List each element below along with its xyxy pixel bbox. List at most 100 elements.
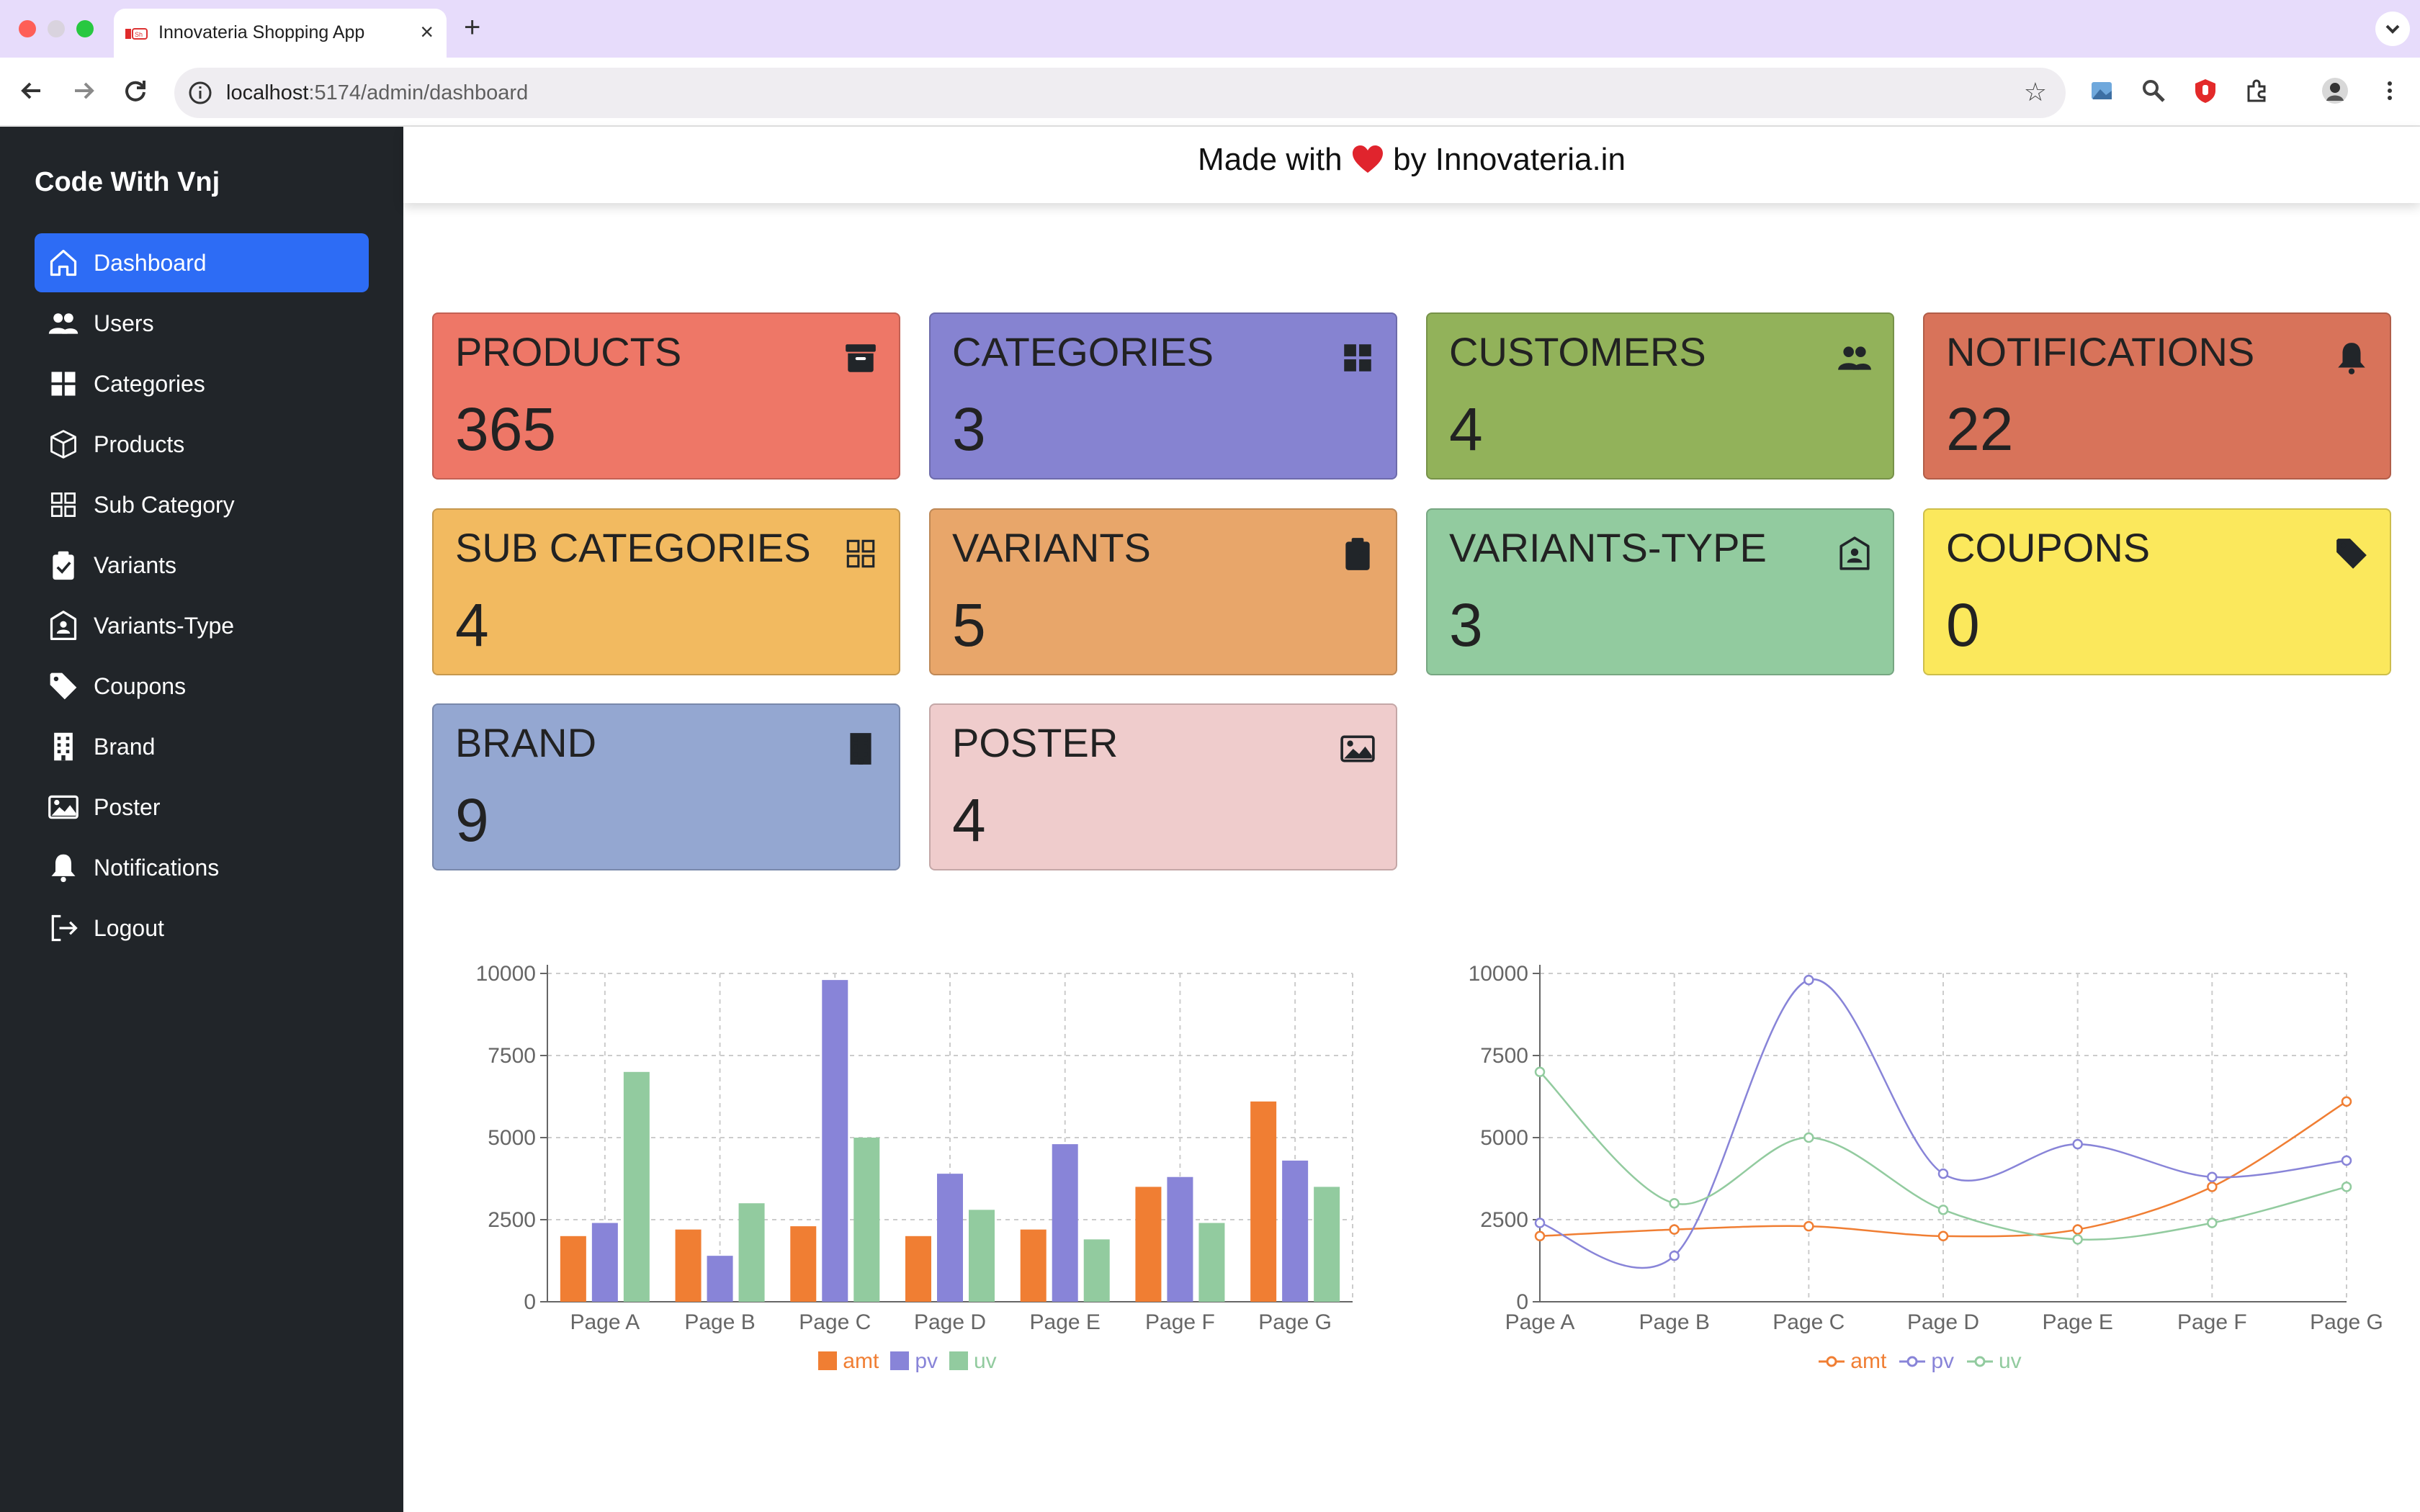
card-sub-categories[interactable]: SUB CATEGORIES 4 — [432, 508, 900, 675]
x-tick-label: Page F — [2177, 1310, 2247, 1334]
window-close-button[interactable] — [19, 20, 36, 37]
bar-uv-1[interactable] — [738, 1203, 765, 1302]
point-amt-3[interactable] — [1937, 1230, 1949, 1242]
sidebar-item-variants[interactable]: Variants — [35, 536, 369, 595]
sidebar-item-brand[interactable]: Brand — [35, 717, 369, 776]
bar-amt-5[interactable] — [1135, 1187, 1162, 1302]
made-with-text: Made with by Innovateria.in — [1198, 142, 1626, 177]
point-pv-3[interactable] — [1937, 1168, 1949, 1179]
card-notifications[interactable]: NOTIFICATIONS 22 — [1923, 312, 2391, 480]
sidebar-item-poster[interactable]: Poster — [35, 778, 369, 837]
address-bar[interactable]: localhost:5174/admin/dashboard ☆ — [174, 68, 2066, 118]
point-pv-1[interactable] — [1669, 1250, 1680, 1261]
point-pv-4[interactable] — [2072, 1138, 2083, 1150]
card-variants[interactable]: VARIANTS 5 — [929, 508, 1397, 675]
bar-pv-5[interactable] — [1167, 1176, 1193, 1302]
bar-uv-2[interactable] — [853, 1138, 880, 1302]
sidebar-item-users[interactable]: Users — [35, 294, 369, 353]
point-uv-2[interactable] — [1803, 1132, 1814, 1143]
point-amt-5[interactable] — [2207, 1182, 2218, 1192]
point-uv-1[interactable] — [1669, 1197, 1680, 1209]
bar-amt-3[interactable] — [905, 1236, 931, 1302]
legend-item-uv[interactable]: uv — [1966, 1349, 2022, 1374]
site-info-icon[interactable] — [187, 80, 213, 106]
extension-photo-icon[interactable] — [2087, 76, 2116, 105]
bar-amt-0[interactable] — [560, 1236, 586, 1302]
sidebar-item-logout[interactable]: Logout — [35, 899, 369, 958]
point-uv-4[interactable] — [2072, 1234, 2083, 1245]
bar-pv-1[interactable] — [707, 1256, 733, 1302]
window-zoom-button[interactable] — [76, 20, 94, 37]
x-tick-label: Page G — [2310, 1310, 2383, 1334]
sidebar-item-sub-category[interactable]: Sub Category — [35, 475, 369, 534]
card-title: SUB CATEGORIES — [455, 525, 811, 570]
bar-pv-0[interactable] — [591, 1223, 618, 1302]
card-categories[interactable]: CATEGORIES 3 — [929, 312, 1397, 480]
bar-pv-3[interactable] — [937, 1174, 963, 1302]
legend-item-amt[interactable]: amt — [1817, 1349, 1886, 1374]
bar-uv-3[interactable] — [969, 1210, 995, 1302]
point-uv-5[interactable] — [2207, 1218, 2218, 1228]
favicon-icon: Sh — [125, 28, 148, 40]
bar-amt-2[interactable] — [790, 1226, 817, 1302]
profile-avatar-icon[interactable] — [2321, 76, 2349, 105]
bar-amt-6[interactable] — [1250, 1101, 1277, 1302]
point-amt-2[interactable] — [1803, 1220, 1814, 1232]
legend-item-pv[interactable]: pv — [890, 1349, 938, 1374]
reload-icon[interactable] — [118, 73, 153, 108]
card-brand[interactable]: BRAND 9 — [432, 703, 900, 870]
extension-magnifier-icon[interactable] — [2139, 76, 2168, 105]
sidebar-item-categories[interactable]: Categories — [35, 354, 369, 413]
sidebar-item-products[interactable]: Products — [35, 415, 369, 474]
point-uv-6[interactable] — [2341, 1182, 2352, 1192]
point-amt-4[interactable] — [2072, 1224, 2083, 1235]
point-uv-0[interactable] — [1534, 1066, 1546, 1078]
forward-arrow-icon[interactable] — [66, 73, 101, 108]
legend-line-symbol — [1899, 1356, 1926, 1367]
bar-uv-0[interactable] — [623, 1071, 650, 1302]
sidebar-item-notifications[interactable]: Notifications — [35, 838, 369, 897]
card-poster[interactable]: POSTER 4 — [929, 703, 1397, 870]
legend-line-symbol — [1819, 1356, 1845, 1367]
bar-pv-4[interactable] — [1052, 1144, 1078, 1302]
grid-outline-icon — [843, 536, 879, 572]
tab-close-icon[interactable]: × — [420, 19, 434, 45]
extensions-puzzle-icon[interactable] — [2243, 76, 2272, 105]
y-tick-label: 5000 — [1480, 1126, 1528, 1150]
bar-uv-5[interactable] — [1198, 1223, 1225, 1302]
legend-item-uv[interactable]: uv — [949, 1349, 997, 1374]
window-minimize-button[interactable] — [48, 20, 65, 37]
point-pv-5[interactable] — [2207, 1171, 2218, 1182]
bar-amt-4[interactable] — [1020, 1229, 1047, 1302]
point-amt-1[interactable] — [1669, 1224, 1680, 1235]
point-amt-0[interactable] — [1534, 1230, 1546, 1242]
sidebar-item-variants-type[interactable]: Variants-Type — [35, 596, 369, 655]
bar-uv-6[interactable] — [1314, 1187, 1340, 1302]
point-amt-6[interactable] — [2341, 1096, 2352, 1107]
point-pv-2[interactable] — [1803, 974, 1814, 986]
sidebar-item-coupons[interactable]: Coupons — [35, 657, 369, 716]
legend-item-pv[interactable]: pv — [1898, 1349, 1954, 1374]
point-pv-6[interactable] — [2341, 1155, 2352, 1166]
bar-amt-1[interactable] — [675, 1229, 702, 1302]
made-with-label: Made with — [1198, 142, 1343, 177]
sidebar-item-dashboard[interactable]: Dashboard — [35, 233, 369, 292]
browser-tab[interactable]: Sh Innovateria Shopping App × — [114, 9, 447, 59]
tab-search-chevron-icon[interactable] — [2375, 12, 2410, 46]
bar-uv-4[interactable] — [1083, 1239, 1110, 1302]
extension-shield-icon[interactable] — [2191, 76, 2220, 105]
bar-pv-6[interactable] — [1282, 1160, 1309, 1302]
legend-item-amt[interactable]: amt — [818, 1349, 879, 1374]
card-value: 4 — [455, 591, 489, 659]
bookmark-star-icon[interactable]: ☆ — [2023, 77, 2047, 107]
bar-pv-2[interactable] — [822, 980, 848, 1302]
point-uv-3[interactable] — [1937, 1205, 1949, 1215]
card-customers[interactable]: CUSTOMERS 4 — [1426, 312, 1894, 480]
point-pv-0[interactable] — [1534, 1218, 1546, 1228]
back-arrow-icon[interactable] — [14, 73, 49, 108]
card-products[interactable]: PRODUCTS 365 — [432, 312, 900, 480]
new-tab-button[interactable]: + — [464, 12, 481, 43]
card-coupons[interactable]: COUPONS 0 — [1923, 508, 2391, 675]
browser-menu-icon[interactable] — [2375, 76, 2404, 105]
card-variants-type[interactable]: VARIANTS-TYPE 3 — [1426, 508, 1894, 675]
